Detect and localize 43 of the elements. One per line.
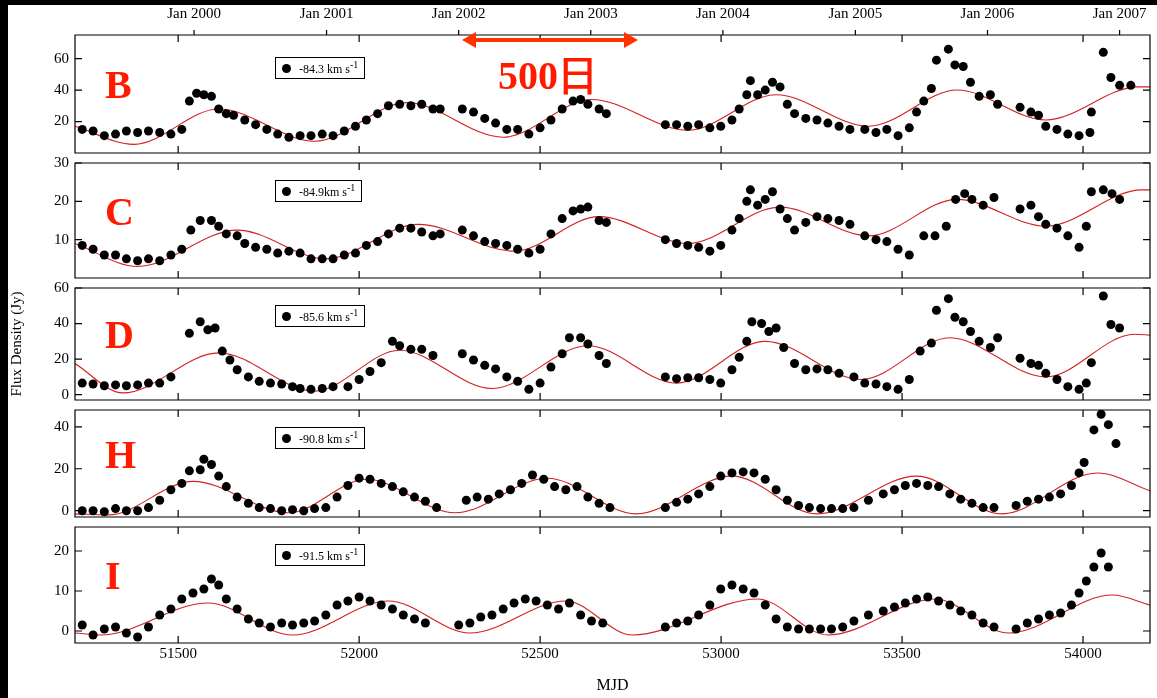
y-tick-label: 0 <box>61 385 69 402</box>
legend-label: -91.5 km s$^{-1}$ <box>299 546 359 564</box>
x2-tick-label: Jan 2007 <box>1092 4 1147 21</box>
y-axis-title: Flux Density (Jy) <box>7 291 25 397</box>
y-tick-label: 20 <box>54 192 69 209</box>
y-tick-label: 20 <box>54 350 69 367</box>
x2-tick-label: Jan 2006 <box>960 4 1015 21</box>
y-tick-label: 0 <box>61 501 69 518</box>
x2-tick-label: Jan 2003 <box>563 4 618 21</box>
y-tick-label: 40 <box>54 417 69 434</box>
y-tick-label: 10 <box>54 581 69 598</box>
x-tick-label: 51500 <box>159 644 197 661</box>
y-tick-label: 40 <box>54 314 69 331</box>
x2-tick-label: Jan 2005 <box>828 4 883 21</box>
y-tick-label: 20 <box>54 112 69 129</box>
annotation: C <box>105 188 134 234</box>
y-tick-label: 30 <box>54 153 69 170</box>
annotation: D <box>105 312 134 358</box>
x-axis-title: MJD <box>596 675 629 693</box>
annotation: 500日 <box>498 53 598 99</box>
legend-label: -84.3 km s$^{-1}$ <box>299 59 359 77</box>
legend-label: -84.9km s$^{-1}$ <box>299 182 356 200</box>
y-tick-label: 60 <box>54 49 69 66</box>
x-tick-label: 52500 <box>521 644 559 661</box>
legend-label: -90.8 km s$^{-1}$ <box>299 429 359 447</box>
x2-tick-label: Jan 2004 <box>696 4 751 21</box>
y-tick-label: 10 <box>54 230 69 247</box>
x2-tick-label: Jan 2002 <box>431 4 486 21</box>
x-tick-label: 52000 <box>340 644 378 661</box>
y-tick-label: 0 <box>61 621 69 638</box>
legend-label: -85.6 km s$^{-1}$ <box>299 307 359 325</box>
x2-tick-label: Jan 2001 <box>299 4 354 21</box>
y-tick-label: 40 <box>54 81 69 97</box>
x-tick-label: 54000 <box>1064 644 1102 661</box>
y-tick-label: 60 <box>54 278 69 295</box>
y-tick-label: 20 <box>54 459 69 476</box>
y-tick-label: 20 <box>54 541 69 558</box>
annotation: I <box>105 553 121 599</box>
x2-tick-label: Jan 2000 <box>167 4 221 21</box>
annotation: B <box>105 62 132 108</box>
x-tick-label: 53500 <box>883 644 921 661</box>
annotation: H <box>105 431 137 477</box>
x-tick-label: 53000 <box>702 644 740 661</box>
